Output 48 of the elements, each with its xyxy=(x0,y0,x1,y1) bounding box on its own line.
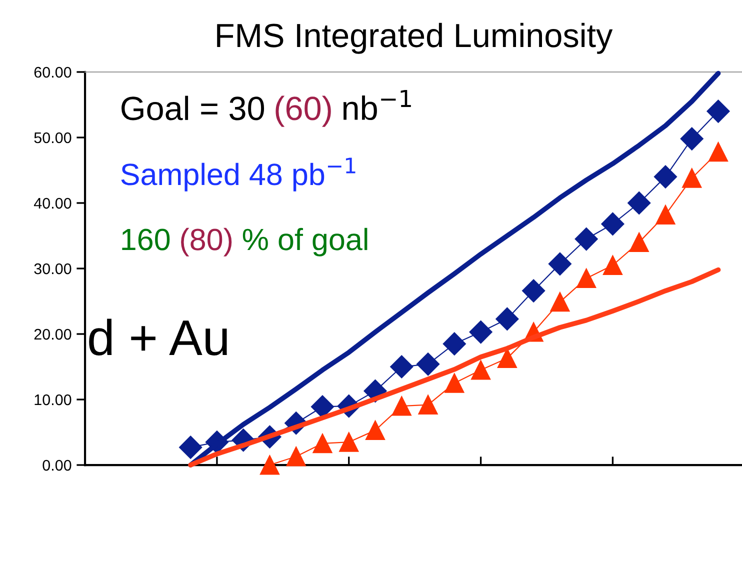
point xyxy=(576,268,596,288)
point xyxy=(680,127,704,150)
point xyxy=(629,232,649,252)
point xyxy=(496,307,519,330)
point xyxy=(471,360,491,380)
point xyxy=(366,420,385,440)
point xyxy=(286,446,306,466)
point xyxy=(442,332,466,356)
point xyxy=(179,436,202,459)
point xyxy=(550,292,570,312)
point xyxy=(339,432,359,452)
point xyxy=(574,228,598,251)
y-tick-label: 40.00 xyxy=(34,198,72,209)
point xyxy=(708,142,728,162)
point xyxy=(260,455,280,475)
point xyxy=(548,252,572,276)
point xyxy=(706,100,730,123)
chart-title: FMS Integrated Luminosity xyxy=(217,22,613,54)
point xyxy=(444,373,464,393)
point xyxy=(497,348,517,368)
annotation: nb$^{−1}$ xyxy=(343,90,411,120)
y-tick-label: 0.00 xyxy=(42,460,72,471)
point xyxy=(682,168,702,188)
annotation: Goal = 30 xyxy=(122,96,264,120)
point xyxy=(654,165,677,188)
annotation: (80) xyxy=(181,228,232,256)
point xyxy=(312,434,332,454)
annotation: % of goal xyxy=(242,228,368,256)
point xyxy=(522,279,546,302)
point xyxy=(602,256,622,275)
point xyxy=(416,352,440,376)
point xyxy=(418,395,438,414)
point xyxy=(656,205,676,225)
point xyxy=(601,212,624,236)
point xyxy=(469,320,492,344)
point xyxy=(392,396,412,416)
y-tick-label: 20.00 xyxy=(34,328,72,340)
y-tick-label: 50.00 xyxy=(34,132,72,144)
annotation: Sampled 48 pb$^{−1}$ xyxy=(121,158,356,192)
point xyxy=(628,192,651,215)
y-tick-label: 60.00 xyxy=(34,66,72,78)
y-tick-label: 30.00 xyxy=(34,263,72,274)
annotation: 160 xyxy=(122,228,170,250)
annotation: (60) xyxy=(276,96,331,127)
y-tick-label: 10.00 xyxy=(34,394,72,406)
point xyxy=(390,355,414,378)
annotation: d + Au xyxy=(89,318,227,356)
point xyxy=(310,395,334,418)
